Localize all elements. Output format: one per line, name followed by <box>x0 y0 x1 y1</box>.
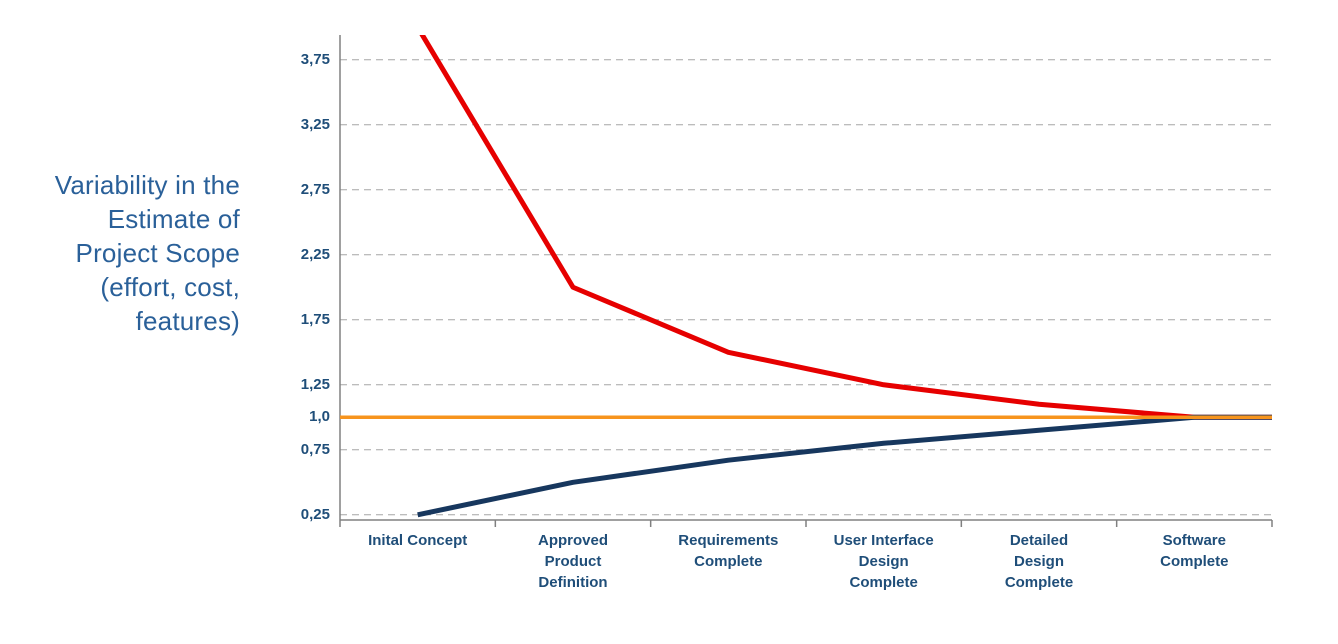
y-tick-label: 1,0 <box>309 408 330 426</box>
x-category-label: Requirements Complete <box>651 530 806 572</box>
y-tick-label: 0,25 <box>300 505 330 523</box>
y-axis-title-line: Project Scope <box>75 238 240 268</box>
y-tick-label: 3,75 <box>300 50 330 68</box>
x-category-label-line: Complete <box>849 574 918 591</box>
x-category-label-line: Complete <box>694 553 763 570</box>
x-category-label-line: Definition <box>538 574 608 591</box>
y-axis-title-line: Variability in the <box>54 170 240 200</box>
y-tick-label: 1,25 <box>300 375 330 393</box>
y-tick-label: 2,75 <box>300 180 330 198</box>
x-category-label-line: Complete <box>1004 574 1074 591</box>
y-tick-label: 1,75 <box>300 310 330 328</box>
series-lower-estimate-line <box>417 414 1272 518</box>
x-category-label-line: Requirements <box>678 532 779 549</box>
x-category-label: Software Complete <box>1117 530 1272 572</box>
x-category-label-line: Software <box>1162 532 1226 549</box>
y-axis-title: Variability in the Estimate of Project S… <box>8 168 240 338</box>
x-category-label-line: Design <box>858 553 909 570</box>
x-category-label-line: Complete <box>1160 553 1229 570</box>
x-category-label: User Interface Design Complete <box>806 530 961 593</box>
x-category-label: Inital Concept <box>340 530 495 551</box>
y-tick-label: 0,75 <box>300 440 330 458</box>
x-category-label-line: Product <box>544 553 602 570</box>
series-upper-estimate-line <box>419 35 1272 420</box>
y-axis-title-line: features) <box>135 306 240 336</box>
x-category-label-line: Detailed <box>1009 532 1069 549</box>
y-axis-title-line: (effort, cost, <box>100 272 240 302</box>
x-category-label: Detailed Design Complete <box>961 530 1116 593</box>
y-axis-title-line: Estimate of <box>107 204 240 234</box>
x-category-label-line: Inital Concept <box>368 532 468 549</box>
x-category-label-line: Design <box>1013 553 1064 570</box>
x-category-label: Approved Product Definition <box>495 530 650 593</box>
x-category-label-line: User Interface <box>833 532 934 549</box>
x-category-label-line: Approved <box>537 532 608 549</box>
y-tick-label: 2,25 <box>300 245 330 263</box>
y-tick-label: 3,25 <box>300 115 330 133</box>
